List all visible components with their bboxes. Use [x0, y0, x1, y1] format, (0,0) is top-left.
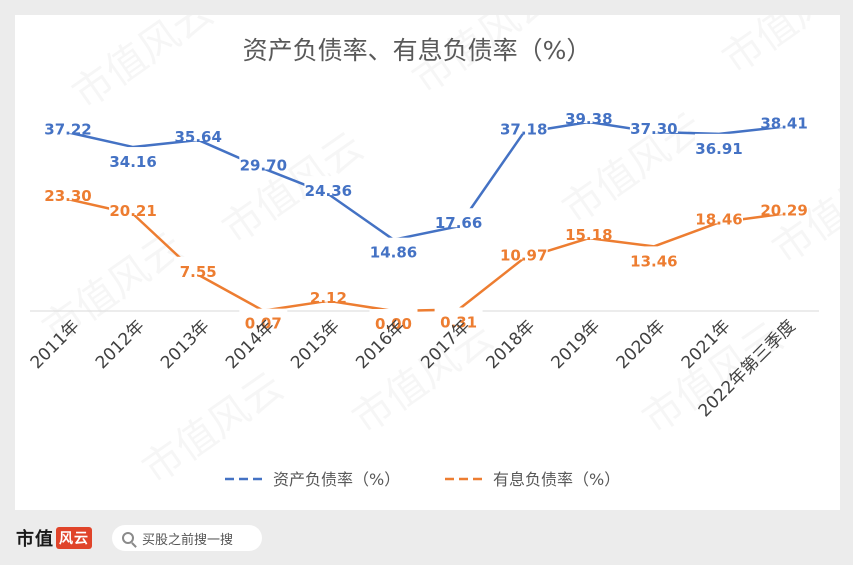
data-label-series2: 2.12 [310, 289, 347, 307]
data-label-bg [109, 147, 158, 167]
data-label-bg [695, 133, 743, 153]
data-label-bg [239, 308, 288, 328]
footer-bar: 市值 风云 买股之前搜一搜 [0, 515, 853, 565]
data-label-series2: 13.46 [630, 252, 677, 270]
watermark-text: 市值风云 [344, 314, 501, 443]
data-label-series1: 37.30 [630, 120, 677, 138]
data-label-series2: 15.18 [565, 226, 612, 244]
data-label-series2: 0.00 [375, 315, 412, 333]
search-box[interactable]: 买股之前搜一搜 [112, 525, 262, 551]
data-label-bg [369, 309, 418, 328]
brand-text: 市值 [16, 529, 54, 550]
data-label-series2: 10.97 [500, 246, 547, 264]
data-label-bg [760, 195, 809, 215]
data-label-bg [564, 220, 613, 240]
data-label-bg [369, 237, 418, 257]
x-tick-label: 2019年 [548, 316, 605, 373]
search-placeholder: 买股之前搜一搜 [142, 532, 234, 548]
x-tick-label: 2020年 [613, 316, 670, 373]
data-label-series2: 0.07 [245, 315, 282, 333]
legend-label-1: 资产负债率（%） [273, 470, 400, 489]
data-label-bg [629, 113, 678, 133]
data-label-bg [629, 246, 678, 266]
data-label-bg [304, 176, 353, 196]
data-label-series1: 34.16 [109, 153, 156, 171]
data-label-series2: 20.21 [109, 202, 156, 220]
data-label-bg [174, 256, 223, 276]
data-label-series1: 35.64 [174, 128, 221, 146]
data-label-series2: 7.55 [180, 263, 217, 281]
data-label-series1: 37.22 [44, 120, 91, 138]
chart-card: 市值风云 市值风云 市值风云 市值风云 市值风云 市值风云 市值风云 市值风云 市值风云 市值风云… [15, 15, 840, 510]
watermark-text: 市值风云 [64, 15, 221, 118]
data-label-series1: 29.70 [240, 156, 287, 174]
data-label-series1: 39.38 [565, 110, 612, 128]
brand-logo[interactable]: 市值 风云 [16, 525, 92, 551]
data-label-bg [695, 204, 743, 224]
data-label-bg [239, 150, 288, 170]
data-label-series1: 37.18 [500, 121, 547, 139]
data-label-series2: 0.31 [440, 314, 477, 332]
watermark-text: 市值风云 [134, 364, 291, 493]
data-label-bg [44, 114, 92, 134]
x-tick-label: 2015年 [287, 316, 344, 373]
data-label-series1: 14.86 [370, 244, 417, 262]
data-label-series2: 20.29 [760, 202, 807, 220]
data-label-series1: 24.36 [305, 182, 352, 200]
data-label-series1: 36.91 [695, 140, 742, 158]
data-label-bg [564, 104, 613, 123]
watermark-text: 市值风云 [714, 15, 840, 83]
data-label-series2: 23.30 [44, 187, 91, 205]
legend-label-2: 有息负债率（%） [493, 470, 620, 489]
data-label-bg [760, 108, 809, 128]
data-label-bg [304, 282, 353, 302]
x-tick-label: 2013年 [157, 316, 214, 373]
data-label-bg [434, 307, 483, 327]
data-label-series1: 17.66 [435, 214, 482, 232]
data-label-bg [174, 121, 223, 141]
brand-badge: 风云 [56, 527, 92, 549]
data-label-bg [434, 208, 483, 228]
search-icon [122, 532, 134, 544]
data-label-bg [499, 114, 548, 134]
data-label-series2: 18.46 [695, 210, 742, 228]
data-label-bg [44, 181, 92, 201]
data-label-bg [109, 196, 158, 216]
data-label-bg [499, 240, 548, 260]
chart-title: 资产负债率、有息负债率（%） [243, 36, 592, 65]
data-label-series1: 38.41 [760, 115, 807, 133]
